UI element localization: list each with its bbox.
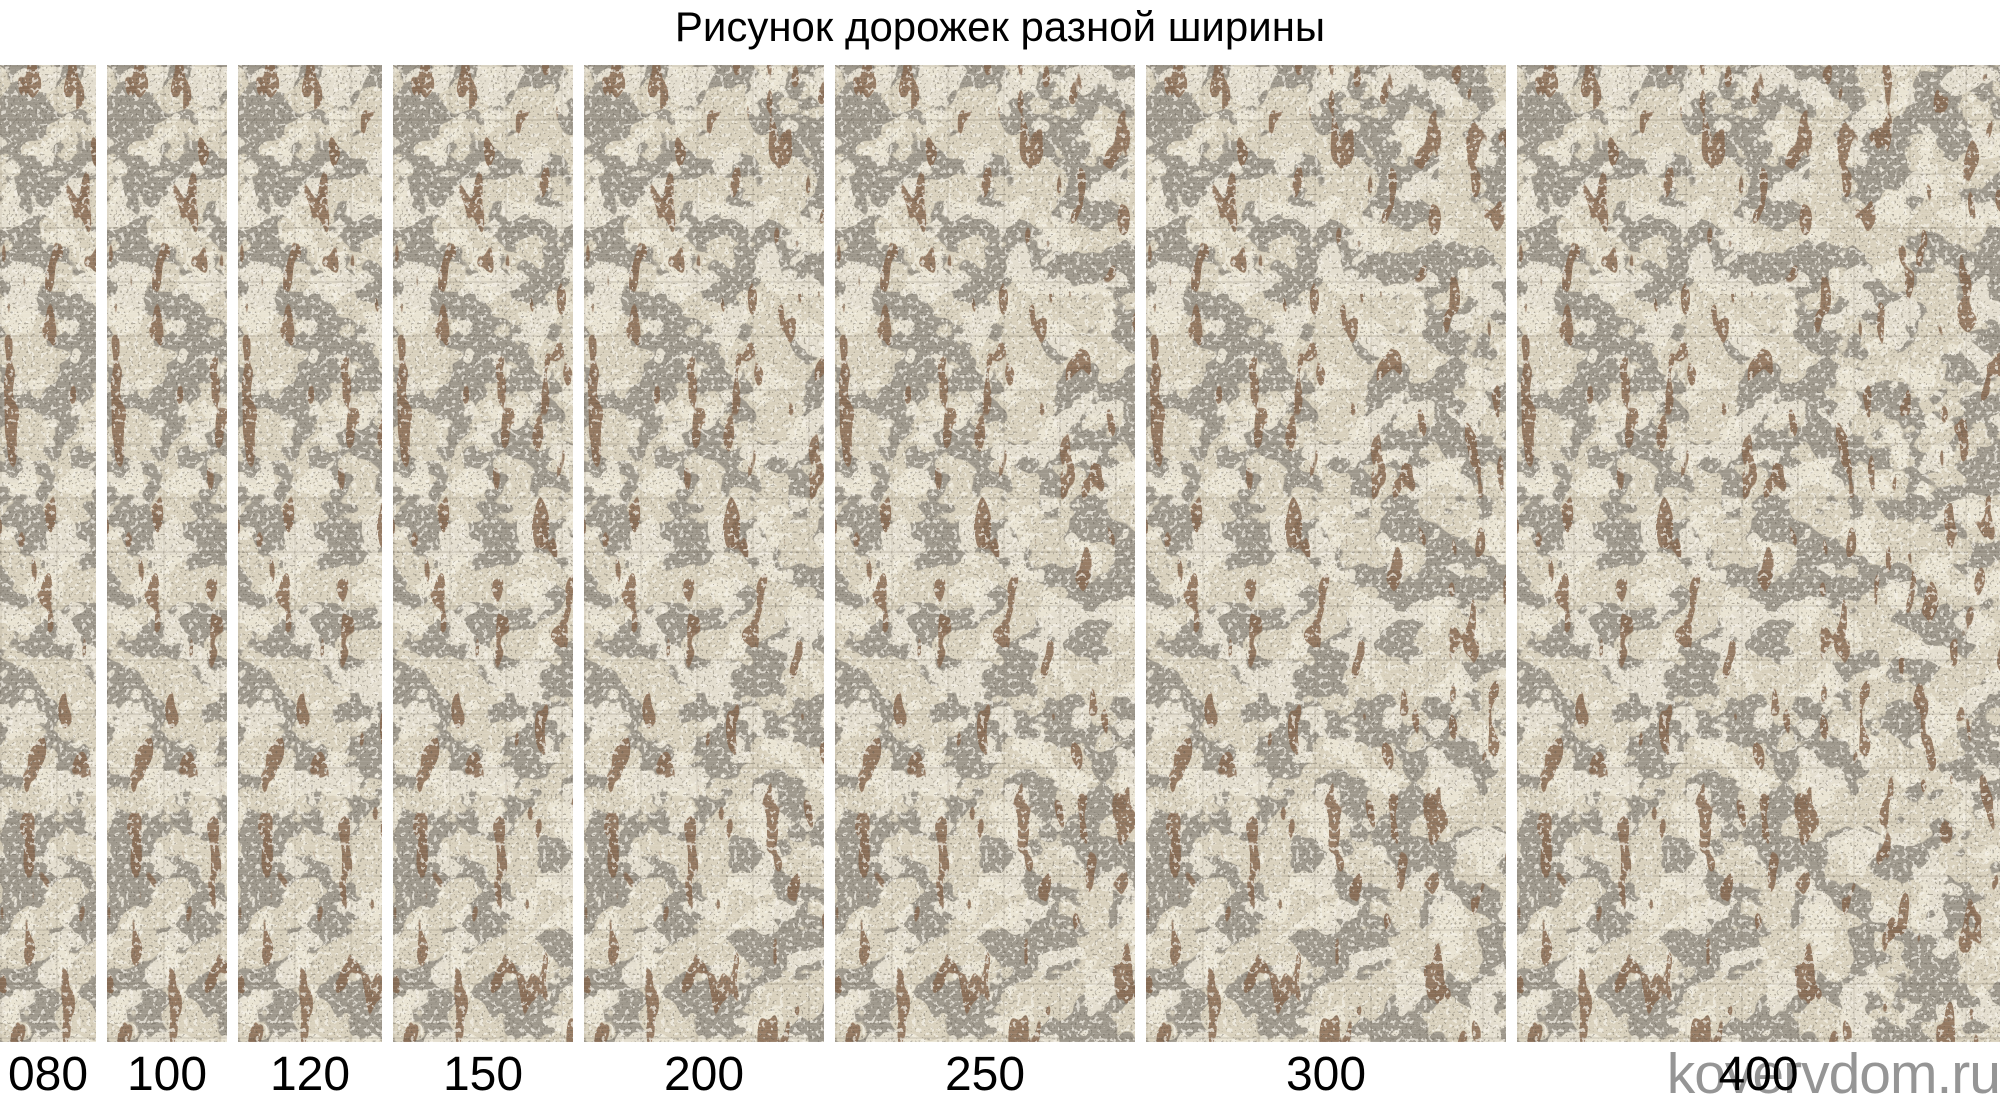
runner-column-200: 200 <box>584 65 824 1100</box>
carpet-texture <box>1517 65 2000 1042</box>
runner-width-label: 080 <box>7 1048 89 1101</box>
carpet-texture <box>393 65 573 1042</box>
carpet-strip-300 <box>1146 65 1506 1042</box>
carpet-texture <box>238 65 382 1042</box>
runner-column-080: 080 <box>0 65 96 1100</box>
page-title: Рисунок дорожек разной ширины <box>674 3 1326 50</box>
runner-width-label: 150 <box>442 1048 524 1101</box>
runner-width-label: 100 <box>126 1048 208 1101</box>
runner-column-150: 150 <box>393 65 573 1100</box>
carpet-strip-400 <box>1517 65 2000 1042</box>
carpet-texture <box>835 65 1135 1042</box>
carpet-grid-overlay <box>584 65 824 1042</box>
carpet-strip-200 <box>584 65 824 1042</box>
runner-width-label: 200 <box>663 1048 745 1101</box>
carpet-texture <box>0 65 96 1042</box>
carpet-strip-250 <box>835 65 1135 1042</box>
runner-column-250: 250 <box>835 65 1135 1100</box>
runner-width-label: 250 <box>944 1048 1026 1101</box>
runner-width-label: 120 <box>269 1048 351 1101</box>
carpet-grid-overlay <box>0 65 96 1042</box>
carpet-texture <box>584 65 824 1042</box>
runner-column-100: 100 <box>107 65 227 1100</box>
carpet-grid-overlay <box>393 65 573 1042</box>
carpet-grid-overlay <box>107 65 227 1042</box>
watermark: kovervdom.ru <box>1666 1042 2000 1106</box>
carpet-grid-overlay <box>238 65 382 1042</box>
runner-width-label: 400 <box>1718 1048 1799 1101</box>
runner-width-label: 300 <box>1285 1048 1367 1101</box>
carpet-strip-150 <box>393 65 573 1042</box>
carpet-texture <box>1146 65 1506 1042</box>
carpet-grid-overlay <box>1146 65 1506 1042</box>
carpet-texture <box>107 65 227 1042</box>
runner-column-400: 400 <box>1517 65 2000 1100</box>
runner-column-120: 120 <box>238 65 382 1100</box>
carpet-strip-100 <box>107 65 227 1042</box>
carpet-grid-overlay <box>1517 65 2000 1042</box>
carpet-strip-080 <box>0 65 96 1042</box>
carpet-grid-overlay <box>835 65 1135 1042</box>
carpet-strip-120 <box>238 65 382 1042</box>
runner-column-300: 300 <box>1146 65 1506 1100</box>
runner-strips: 080 100 120 150 200 250 <box>0 65 2000 1100</box>
